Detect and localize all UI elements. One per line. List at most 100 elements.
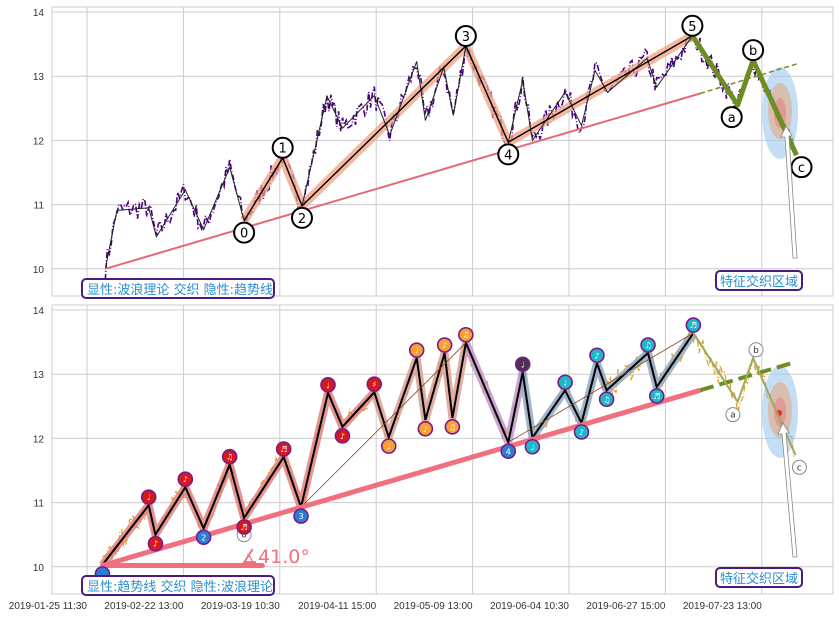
bottom-panel: 14 13 12 11 10 0 a b c ♩ ♪ ♪ 2 ♫ ♬ ♬ 3 ♩ ♪ ♯ ♩ ♩ ♪ ♪ ♫ ♫ 4 ♩ ♩ ♩ ♪ ♪ ♫ ♫ ♬… <box>33 304 834 595</box>
ghost-label: c <box>797 463 802 473</box>
wave-line <box>243 35 693 222</box>
wave-label: a <box>728 111 736 126</box>
pivot-marker-glyph: ♫ <box>462 331 469 340</box>
pivot-marker-glyph: ♩ <box>147 493 151 502</box>
pivot-marker-glyph: ♫ <box>644 341 651 350</box>
angle-label: ∡41.0° <box>241 546 310 568</box>
wave-connector <box>300 342 467 508</box>
pivot-marker-glyph: ♫ <box>449 423 456 432</box>
zigzag-line <box>101 332 695 566</box>
pivot-marker <box>685 317 702 333</box>
wave-label-circle <box>290 206 313 229</box>
pivot-marker <box>236 519 252 535</box>
pivot-marker-glyph: ♩ <box>530 443 534 452</box>
wave-label: 2 <box>298 212 306 227</box>
pivot-marker <box>514 356 531 373</box>
pivot-marker <box>380 438 397 454</box>
pivot-marker <box>334 428 351 444</box>
trend-extension <box>699 360 797 393</box>
pivot-marker <box>140 489 157 505</box>
pivot-marker <box>500 443 517 460</box>
bottom-zone-box: 特征交织区域 <box>715 567 803 588</box>
pivot-marker-glyph: ♪ <box>183 475 188 484</box>
top-annotation-label: 显性:波浪理论 交织 隐性:趋势线 <box>87 282 273 298</box>
x-axis: 2019-01-25 11:30 2019-02-22 13:00 2019-03-… <box>9 601 762 612</box>
pivot-marker <box>444 419 461 435</box>
pivot-marker-glyph: ♪ <box>153 540 158 549</box>
wave-label: 5 <box>688 20 696 35</box>
x-tick-label: 2019-06-04 10:30 <box>490 601 569 612</box>
x-tick-label: 2019-03-19 10:30 <box>201 601 280 612</box>
zone-arrow <box>777 422 798 558</box>
y-tick-label: 11 <box>34 201 45 212</box>
x-tick-label: 2019-07-23 13:00 <box>683 601 762 612</box>
y-tick-label: 10 <box>33 265 45 276</box>
pivot-marker-glyph: ♯ <box>372 380 376 389</box>
pivot-marker-glyph: ♬ <box>241 523 248 532</box>
pivot-marker-glyph: ♩ <box>521 360 525 369</box>
pivot-marker-glyph: ♬ <box>280 445 287 454</box>
pivot-marker-glyph: ♫ <box>603 395 610 404</box>
y-tick-label: 12 <box>33 434 45 445</box>
trendline <box>105 92 701 270</box>
pivot-marker-glyph: 2 <box>201 533 206 542</box>
x-tick-label: 2019-02-22 13:00 <box>104 601 183 612</box>
wave-label-circle <box>681 14 704 37</box>
pivot-marker-glyph: ♪ <box>340 432 345 441</box>
pivot-marker <box>221 448 238 465</box>
pivot-marker-glyph: ♪ <box>423 425 428 434</box>
ghost-label: 0 <box>241 531 247 541</box>
wave-connector <box>508 332 694 443</box>
pivot-marker-glyph: ♪ <box>579 428 584 437</box>
ghost-label: a <box>730 411 736 421</box>
pivot-marker <box>598 391 615 408</box>
wave-label-circle <box>233 221 256 244</box>
plot-area <box>51 6 834 297</box>
pivot-marker-glyph: 4 <box>506 447 511 456</box>
pivot-marker <box>436 337 453 353</box>
pivot-marker <box>195 529 212 546</box>
wave-label-circle <box>790 156 813 179</box>
x-tick-label: 2019-05-09 13:00 <box>394 601 473 612</box>
pivot-marker-glyph: ♪ <box>442 341 447 350</box>
pivot-marker <box>458 326 474 343</box>
wave-label-circle <box>271 136 294 159</box>
pivot-marker <box>177 471 194 487</box>
top-annotation-box: 显性:波浪理论 交织 隐性:趋势线 <box>81 278 275 299</box>
pivot-marker <box>366 376 383 392</box>
ghost-label-circle <box>748 342 764 358</box>
wave-label-circle <box>720 106 743 129</box>
pivot-marker <box>573 424 590 440</box>
y-tick-label: 13 <box>33 370 45 381</box>
pivot-marker <box>275 441 292 457</box>
wave-label: 3 <box>462 30 470 45</box>
ghost-label-circle <box>725 407 741 423</box>
pivot-marker <box>648 388 665 404</box>
pivot-marker-glyph: ♪ <box>594 351 599 360</box>
pivot-marker <box>589 347 605 364</box>
ghost-label: b <box>753 346 759 356</box>
pivot-marker-glyph: ♩ <box>415 346 419 355</box>
pivot-marker-glyph: ♩ <box>387 442 391 451</box>
pivot-marker <box>417 420 434 437</box>
zone-arrow <box>780 125 798 259</box>
x-tick-label: 2019-04-11 15:00 <box>298 601 377 612</box>
pivot-marker <box>320 377 336 393</box>
y-tick-label: 12 <box>33 136 45 147</box>
bottom-annotation-label: 显性:趋势线 交织 隐性:波浪理论 <box>87 579 273 595</box>
wave-label: 4 <box>504 148 512 163</box>
top-zone-box: 特征交织区域 <box>715 270 803 291</box>
pivot-marker-glyph: ♬ <box>653 392 660 401</box>
y-tick-label: 11 <box>34 499 45 510</box>
pivot-marker-glyph: ♩ <box>326 381 330 390</box>
wave-label-circle <box>454 25 477 48</box>
pivot-marker <box>408 342 425 358</box>
wave-label: c <box>798 161 805 176</box>
x-tick-label: 2019-06-27 15:00 <box>586 601 665 612</box>
y-tick-label: 10 <box>33 563 45 574</box>
y-tick-label: 14 <box>33 8 45 19</box>
wave-label-circle <box>497 143 520 166</box>
zigzag-line <box>104 35 693 269</box>
correction-line <box>690 34 799 157</box>
bottom-zone-label: 特征交织区域 <box>720 571 798 587</box>
